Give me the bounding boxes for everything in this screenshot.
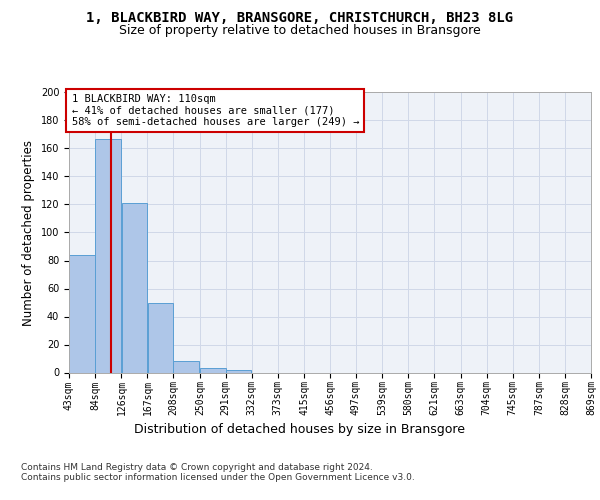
Bar: [173, 362, 199, 372]
Bar: [148, 302, 173, 372]
Text: Contains HM Land Registry data © Crown copyright and database right 2024.
Contai: Contains HM Land Registry data © Crown c…: [21, 462, 415, 482]
Y-axis label: Number of detached properties: Number of detached properties: [22, 140, 35, 326]
Bar: [122, 203, 147, 372]
Text: 1, BLACKBIRD WAY, BRANSGORE, CHRISTCHURCH, BH23 8LG: 1, BLACKBIRD WAY, BRANSGORE, CHRISTCHURC…: [86, 11, 514, 25]
Text: Size of property relative to detached houses in Bransgore: Size of property relative to detached ho…: [119, 24, 481, 37]
Bar: [226, 370, 251, 372]
Text: 1 BLACKBIRD WAY: 110sqm
← 41% of detached houses are smaller (177)
58% of semi-d: 1 BLACKBIRD WAY: 110sqm ← 41% of detache…: [71, 94, 359, 127]
Bar: [95, 138, 121, 372]
Bar: [69, 255, 95, 372]
Bar: [200, 368, 226, 372]
Text: Distribution of detached houses by size in Bransgore: Distribution of detached houses by size …: [134, 422, 466, 436]
